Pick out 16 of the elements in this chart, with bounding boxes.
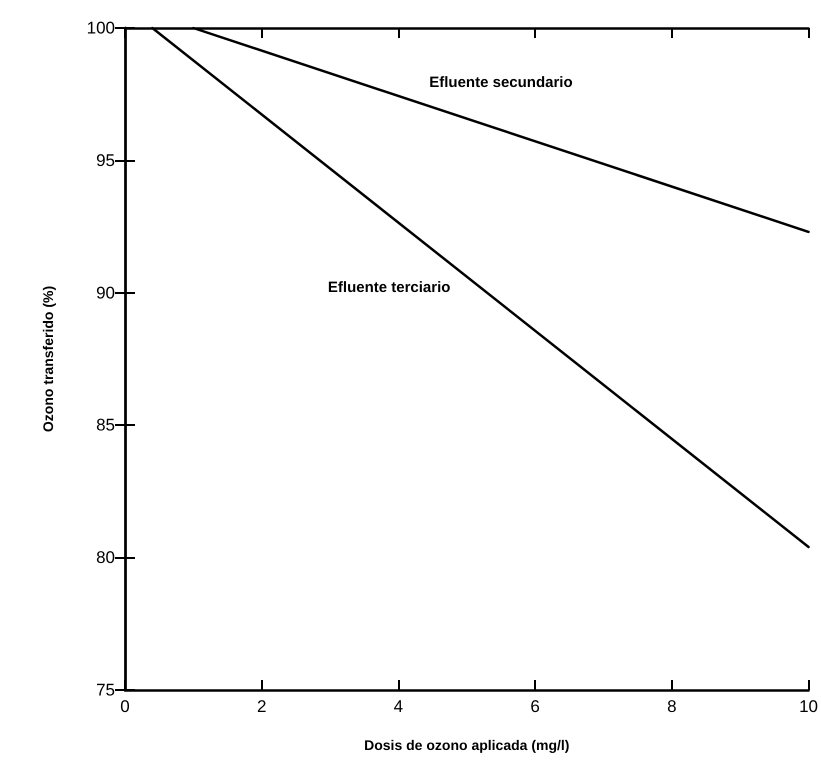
x-tick-label: 2 [256,697,266,716]
x-tick-label: 8 [667,697,677,716]
y-tick-label: 75 [96,680,115,700]
y-tick-label: 100 [86,18,115,38]
x-axis-title: Dosis de ozono aplicada (mg/l) [364,737,570,753]
series-label: Efluente terciario [328,279,450,296]
x-tick-label: 6 [530,697,540,716]
y-tick-label: 85 [96,416,115,435]
x-tick-label: 4 [394,697,404,716]
y-tick-label: 95 [96,150,115,170]
series-label: Efluente secundario [429,74,573,91]
y-tick-label: 80 [96,548,115,568]
x-tick-label: 10 [799,697,818,716]
x-tick-label: 0 [120,697,130,716]
y-tick-label: 90 [96,283,115,302]
y-axis-title: Ozono transferido (%) [40,286,56,432]
